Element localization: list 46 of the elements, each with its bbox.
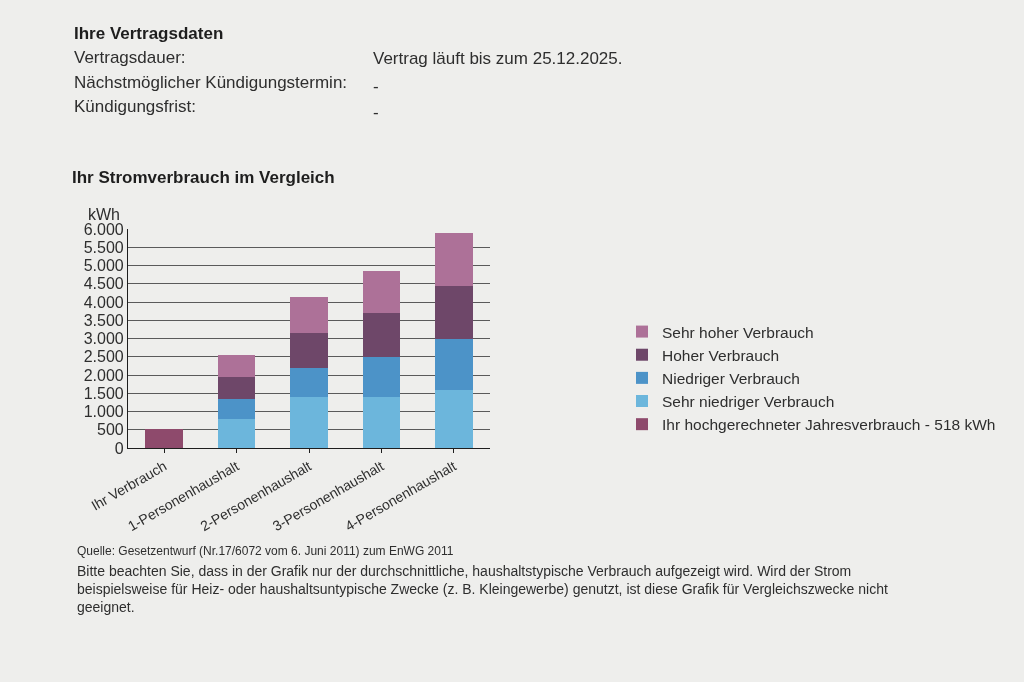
bar	[434, 389, 473, 448]
legend-label: Sehr niedriger Verbrauch	[662, 393, 835, 411]
y-tick-label: 4.500	[83, 275, 124, 293]
y-tick-label: 1.000	[83, 403, 124, 421]
text: Ihre Vertragsdaten	[74, 24, 224, 43]
y-tick-label: 0	[114, 439, 124, 457]
text: Kündigungsfrist:	[74, 97, 196, 116]
bar	[217, 354, 256, 377]
y-axis-title: kWh	[88, 206, 120, 223]
bar	[362, 396, 401, 448]
bar	[434, 338, 473, 390]
bar	[434, 232, 473, 286]
bar	[362, 270, 401, 313]
bar	[290, 333, 328, 368]
y-tick-label: 6.000	[83, 220, 124, 238]
y-tick-label: 2.500	[83, 348, 124, 366]
bar	[217, 418, 256, 448]
bar	[362, 356, 401, 397]
text: Bitte beachten Sie, dass in der Grafik nur der durchschnittliche, haushaltstypische Verbrauch aufgezeigt wird. Wird der Strom beispielsweise für Heiz- oder haushaltsuntypische Zwecke (z. B. Kleingewerbe) genutzt, ist diese Grafik für Vergleichszwecke nicht geeignet.	[77, 563, 888, 616]
y-tick-label: 3.000	[83, 330, 124, 348]
text: Vertrag läuft bis zum 25.12.2025.	[373, 49, 623, 68]
bar	[217, 398, 256, 419]
legend-label: Sehr hoher Verbrauch	[662, 323, 814, 341]
y-tick-label: 5.000	[83, 257, 124, 275]
bar	[290, 367, 328, 397]
y-tick-label: 500	[97, 421, 124, 439]
text: Vertragsdauer:	[74, 48, 186, 67]
bar	[217, 376, 256, 399]
legend-label: Ihr hochgerechneter Jahresverbrauch - 518 kWh	[662, 416, 996, 434]
y-tick-label: 5.500	[83, 238, 124, 256]
bar	[145, 429, 184, 448]
y-tick-label: 4.000	[83, 293, 124, 311]
y-tick-label: 3.500	[83, 311, 124, 329]
chart-title: Ihr Stromverbrauch im Vergleich	[72, 167, 335, 187]
bar	[290, 396, 328, 448]
bar	[362, 312, 401, 357]
legend-label: Niedriger Verbrauch	[662, 369, 800, 387]
text: -	[373, 103, 379, 122]
text: -	[373, 77, 379, 96]
y-tick-label: 2.000	[83, 366, 124, 384]
legend-label: Hoher Verbrauch	[662, 346, 780, 364]
text: Nächstmöglicher Kündigungstermin:	[74, 73, 348, 92]
y-tick-label: 1.500	[83, 384, 124, 402]
source-note: Quelle: Gesetzentwurf (Nr.17/6072 vom 6. Juni 2011) zum EnWG 2011	[77, 544, 454, 558]
bar	[290, 296, 328, 334]
bar	[434, 285, 473, 339]
